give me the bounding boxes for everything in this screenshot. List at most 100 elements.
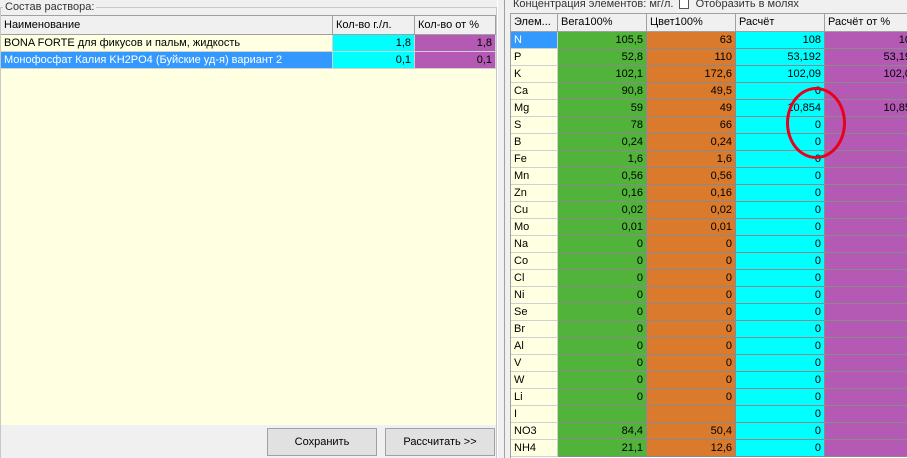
- cell-cvet[interactable]: 0,16: [647, 185, 736, 202]
- cell-vega[interactable]: 90,8: [558, 83, 647, 100]
- cell-calc-pct[interactable]: 102,0: [825, 66, 907, 83]
- cell-element[interactable]: Br: [511, 321, 558, 338]
- cell-element[interactable]: Zn: [511, 185, 558, 202]
- cell-element[interactable]: S: [511, 117, 558, 134]
- cell-cvet[interactable]: 172,6: [647, 66, 736, 83]
- show-in-moles-label[interactable]: Отобразить в молях: [695, 0, 799, 10]
- col-header-grams[interactable]: Кол-во г./л.: [333, 16, 415, 35]
- cell-cvet[interactable]: 12,6: [647, 440, 736, 457]
- cell-calc-pct[interactable]: [825, 389, 907, 406]
- cell-calc[interactable]: 0: [736, 134, 825, 151]
- cell-calc[interactable]: 0: [736, 304, 825, 321]
- cell-calc-pct[interactable]: [825, 236, 907, 253]
- cell-calc[interactable]: 0: [736, 151, 825, 168]
- cell-calc-pct[interactable]: [825, 338, 907, 355]
- cell-vega[interactable]: 59: [558, 100, 647, 117]
- cell-calc-pct[interactable]: [825, 219, 907, 236]
- cell-vega[interactable]: 0: [558, 304, 647, 321]
- cell-vega[interactable]: 84,4: [558, 423, 647, 440]
- cell-element[interactable]: Cl: [511, 270, 558, 287]
- cell-calc[interactable]: 10,854: [736, 100, 825, 117]
- cell-calc[interactable]: 0: [736, 389, 825, 406]
- cell-cvet[interactable]: 0,56: [647, 168, 736, 185]
- table-row[interactable]: Mo 0,01 0,01 0: [511, 219, 907, 236]
- panel-splitter[interactable]: [497, 0, 505, 458]
- cell-element[interactable]: Ca: [511, 83, 558, 100]
- cell-calc-pct[interactable]: [825, 168, 907, 185]
- cell-grams[interactable]: 1,8: [333, 35, 415, 52]
- cell-element[interactable]: Mo: [511, 219, 558, 236]
- cell-vega[interactable]: 0: [558, 236, 647, 253]
- show-in-moles-checkbox[interactable]: [678, 0, 689, 10]
- cell-element[interactable]: Li: [511, 389, 558, 406]
- cell-calc-pct[interactable]: [825, 287, 907, 304]
- cell-calc-pct[interactable]: [825, 134, 907, 151]
- cell-calc-pct[interactable]: 10: [825, 32, 907, 49]
- col-header-percent[interactable]: Кол-во от %: [415, 16, 496, 35]
- cell-element[interactable]: Al: [511, 338, 558, 355]
- cell-calc-pct[interactable]: [825, 355, 907, 372]
- cell-calc-pct[interactable]: [825, 372, 907, 389]
- cell-calc-pct[interactable]: [825, 270, 907, 287]
- cell-vega[interactable]: 1,6: [558, 151, 647, 168]
- cell-vega[interactable]: 0,02: [558, 202, 647, 219]
- cell-cvet[interactable]: 63: [647, 32, 736, 49]
- calculate-button[interactable]: Рассчитать >>: [385, 428, 495, 456]
- cell-cvet[interactable]: 0: [647, 287, 736, 304]
- cell-calc[interactable]: 0: [736, 406, 825, 423]
- cell-vega[interactable]: 0,16: [558, 185, 647, 202]
- cell-vega[interactable]: 78: [558, 117, 647, 134]
- cell-vega[interactable]: 0: [558, 287, 647, 304]
- cell-element[interactable]: Ni: [511, 287, 558, 304]
- cell-cvet[interactable]: 49: [647, 100, 736, 117]
- cell-cvet[interactable]: 0,01: [647, 219, 736, 236]
- table-row[interactable]: S 78 66 0: [511, 117, 907, 134]
- cell-cvet[interactable]: 0: [647, 338, 736, 355]
- cell-calc-pct[interactable]: 53,19: [825, 49, 907, 66]
- table-row[interactable]: NH4 21,1 12,6 0: [511, 440, 907, 457]
- cell-calc-pct[interactable]: [825, 202, 907, 219]
- col-header-calc[interactable]: Расчёт: [736, 14, 825, 32]
- cell-calc[interactable]: 0: [736, 270, 825, 287]
- cell-vega[interactable]: [558, 406, 647, 423]
- cell-cvet[interactable]: 66: [647, 117, 736, 134]
- cell-calc-pct[interactable]: [825, 117, 907, 134]
- col-header-element[interactable]: Элем...: [511, 14, 558, 32]
- table-row[interactable]: Co 0 0 0: [511, 253, 907, 270]
- cell-cvet[interactable]: 1,6: [647, 151, 736, 168]
- cell-element[interactable]: Cu: [511, 202, 558, 219]
- cell-vega[interactable]: 0,24: [558, 134, 647, 151]
- table-row[interactable]: Ni 0 0 0: [511, 287, 907, 304]
- cell-calc-pct[interactable]: [825, 253, 907, 270]
- cell-calc[interactable]: 0: [736, 236, 825, 253]
- cell-calc[interactable]: 0: [736, 219, 825, 236]
- cell-element[interactable]: V: [511, 355, 558, 372]
- table-row[interactable]: Li 0 0 0: [511, 389, 907, 406]
- table-row[interactable]: Ca 90,8 49,5 0: [511, 83, 907, 100]
- cell-vega[interactable]: 0: [558, 321, 647, 338]
- table-row[interactable]: Br 0 0 0: [511, 321, 907, 338]
- concentration-grid[interactable]: Элем... Вега100% Цвет100% Расчёт Расчёт …: [510, 13, 907, 458]
- cell-element[interactable]: Na: [511, 236, 558, 253]
- cell-element[interactable]: Fe: [511, 151, 558, 168]
- cell-calc[interactable]: 0: [736, 440, 825, 457]
- cell-calc[interactable]: 0: [736, 372, 825, 389]
- cell-cvet[interactable]: 0: [647, 372, 736, 389]
- cell-vega[interactable]: 0,56: [558, 168, 647, 185]
- cell-calc-pct[interactable]: [825, 304, 907, 321]
- cell-calc[interactable]: 0: [736, 338, 825, 355]
- cell-cvet[interactable]: 49,5: [647, 83, 736, 100]
- cell-name[interactable]: BONA FORTE для фикусов и пальм, жидкость: [1, 35, 333, 52]
- cell-cvet[interactable]: [647, 406, 736, 423]
- table-row[interactable]: BONA FORTE для фикусов и пальм, жидкость…: [1, 35, 496, 52]
- cell-element[interactable]: NO3: [511, 423, 558, 440]
- cell-vega[interactable]: 21,1: [558, 440, 647, 457]
- cell-calc[interactable]: 0: [736, 321, 825, 338]
- table-row[interactable]: Mn 0,56 0,56 0: [511, 168, 907, 185]
- cell-element[interactable]: I: [511, 406, 558, 423]
- cell-name[interactable]: Монофосфат Калия KH2PO4 (Буйские уд-я) в…: [1, 52, 333, 69]
